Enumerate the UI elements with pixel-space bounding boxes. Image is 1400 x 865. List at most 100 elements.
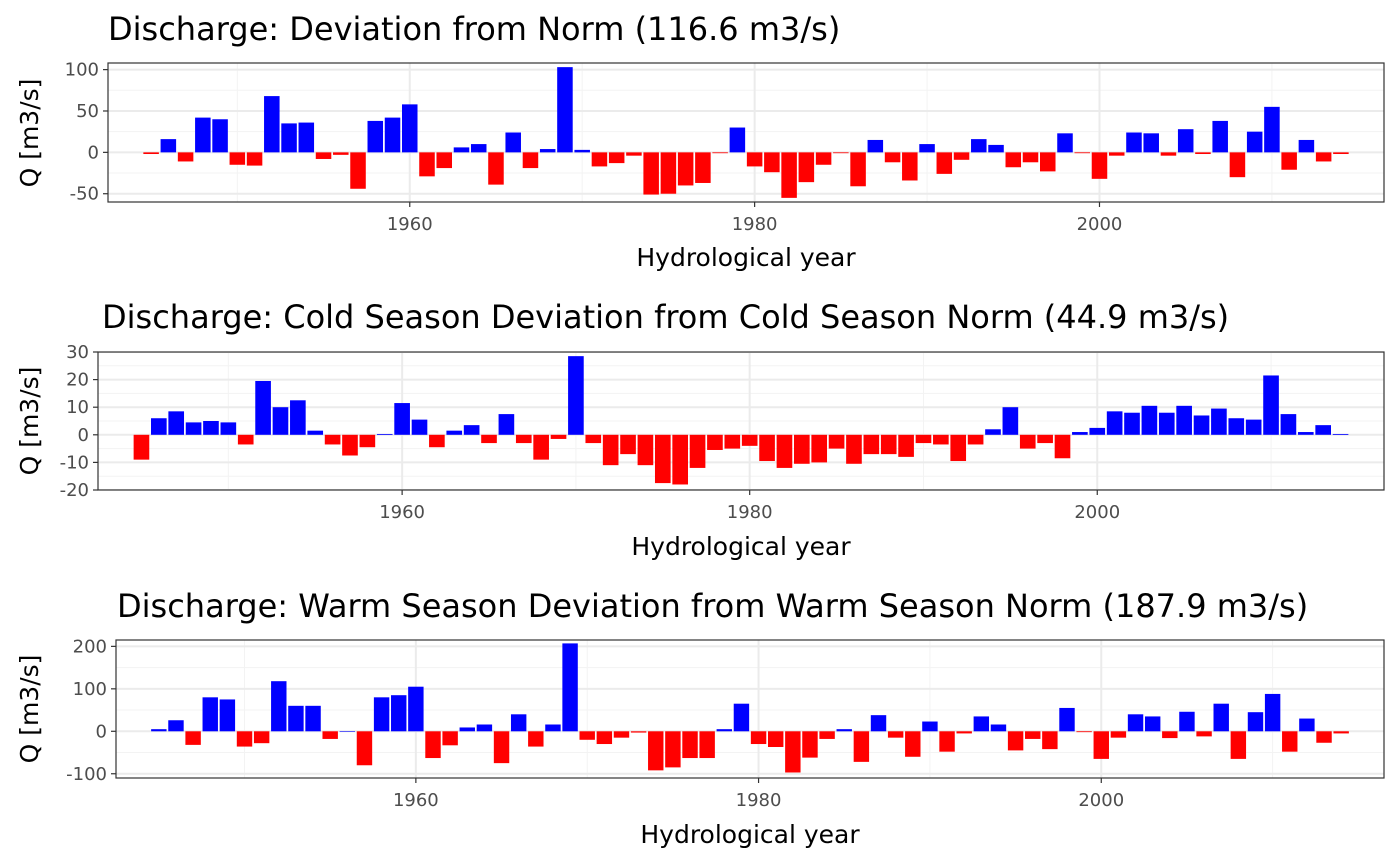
chart-panel-1: -50 0 50 100 1960 1980 2000 Discharge: Deviatio… bbox=[15, 10, 1385, 272]
bar bbox=[1315, 152, 1332, 162]
bar bbox=[1298, 139, 1315, 153]
bar bbox=[898, 434, 914, 457]
bar bbox=[853, 731, 870, 762]
bar bbox=[1126, 132, 1142, 153]
bar bbox=[1076, 731, 1092, 733]
bar bbox=[255, 380, 271, 435]
bar bbox=[1230, 731, 1247, 759]
bar bbox=[1108, 152, 1125, 156]
bar bbox=[151, 729, 167, 732]
bar-series bbox=[151, 643, 1349, 773]
bar bbox=[1333, 731, 1349, 734]
bar bbox=[290, 400, 306, 435]
bar bbox=[384, 117, 401, 153]
bar bbox=[342, 434, 358, 456]
bar bbox=[579, 731, 595, 740]
x-tick-label: 1960 bbox=[379, 502, 425, 523]
bar bbox=[236, 731, 253, 747]
bar bbox=[219, 699, 236, 732]
bar bbox=[271, 681, 287, 732]
bar bbox=[608, 152, 625, 164]
chart-title: Discharge: Deviation from Norm (116.6 m3… bbox=[108, 10, 840, 48]
bar bbox=[922, 721, 938, 732]
bar bbox=[493, 731, 510, 764]
bar bbox=[1127, 714, 1144, 732]
bar bbox=[203, 421, 219, 435]
bar bbox=[973, 716, 990, 732]
bar bbox=[867, 139, 884, 153]
bar bbox=[315, 152, 332, 159]
bar bbox=[1162, 731, 1178, 739]
bar bbox=[1263, 375, 1279, 435]
bar bbox=[620, 434, 636, 455]
bar bbox=[699, 731, 715, 759]
y-tick-label: -20 bbox=[60, 480, 89, 501]
y-tick-label: 10 bbox=[66, 397, 89, 418]
bar bbox=[411, 419, 428, 435]
bar bbox=[1158, 412, 1175, 435]
bar bbox=[522, 152, 539, 169]
bar bbox=[298, 122, 315, 153]
bar bbox=[557, 67, 573, 153]
bar bbox=[281, 123, 297, 153]
bar bbox=[802, 731, 818, 758]
x-tick-label: 1980 bbox=[727, 502, 773, 523]
bar bbox=[1091, 152, 1108, 179]
bar bbox=[828, 434, 845, 449]
bar bbox=[936, 152, 953, 174]
bar bbox=[585, 434, 602, 444]
bar bbox=[1110, 731, 1127, 738]
bar bbox=[1213, 703, 1229, 732]
bar bbox=[488, 152, 504, 185]
bar bbox=[533, 434, 549, 460]
bar bbox=[539, 149, 556, 153]
bar bbox=[626, 152, 642, 156]
bar bbox=[498, 414, 515, 435]
bar bbox=[1124, 412, 1140, 435]
bar bbox=[1332, 433, 1349, 435]
y-tick-label: 20 bbox=[66, 370, 89, 391]
y-tick-label: -100 bbox=[66, 764, 107, 785]
bar bbox=[764, 152, 780, 173]
bar bbox=[1245, 419, 1262, 435]
bar bbox=[836, 729, 852, 732]
y-tick-label: -50 bbox=[70, 184, 99, 205]
bar bbox=[333, 152, 349, 155]
bar bbox=[971, 139, 987, 153]
bar bbox=[672, 434, 688, 485]
bar bbox=[253, 731, 270, 744]
bar bbox=[481, 434, 497, 444]
bar bbox=[591, 152, 608, 167]
bar bbox=[1042, 731, 1058, 750]
bar bbox=[143, 152, 159, 155]
bar bbox=[1177, 129, 1194, 153]
bar bbox=[376, 433, 393, 435]
bar bbox=[1057, 133, 1073, 153]
bar bbox=[1195, 152, 1211, 155]
bar bbox=[425, 731, 441, 759]
bar bbox=[1019, 434, 1036, 449]
x-axis-title: Hydrological year bbox=[631, 532, 851, 561]
bar bbox=[689, 434, 706, 468]
y-axis-title: Q [m3/s] bbox=[15, 367, 44, 476]
bar bbox=[1005, 152, 1022, 168]
bar bbox=[574, 149, 590, 153]
bar bbox=[1282, 731, 1298, 752]
bar bbox=[401, 104, 418, 153]
bar bbox=[246, 152, 263, 166]
bar bbox=[990, 724, 1007, 732]
x-tick-label: 2000 bbox=[1074, 502, 1120, 523]
bar bbox=[950, 434, 967, 462]
bar bbox=[746, 152, 763, 167]
y-tick-label: 100 bbox=[73, 679, 107, 700]
bar bbox=[459, 727, 475, 732]
x-tick-label: 1980 bbox=[732, 214, 778, 235]
bar bbox=[476, 724, 493, 732]
bar bbox=[846, 434, 862, 464]
bar bbox=[767, 731, 784, 748]
bar bbox=[724, 434, 741, 449]
bar bbox=[1246, 131, 1263, 153]
x-axis-title: Hydrological year bbox=[636, 243, 856, 272]
bar bbox=[1280, 414, 1297, 435]
bar bbox=[815, 152, 832, 165]
